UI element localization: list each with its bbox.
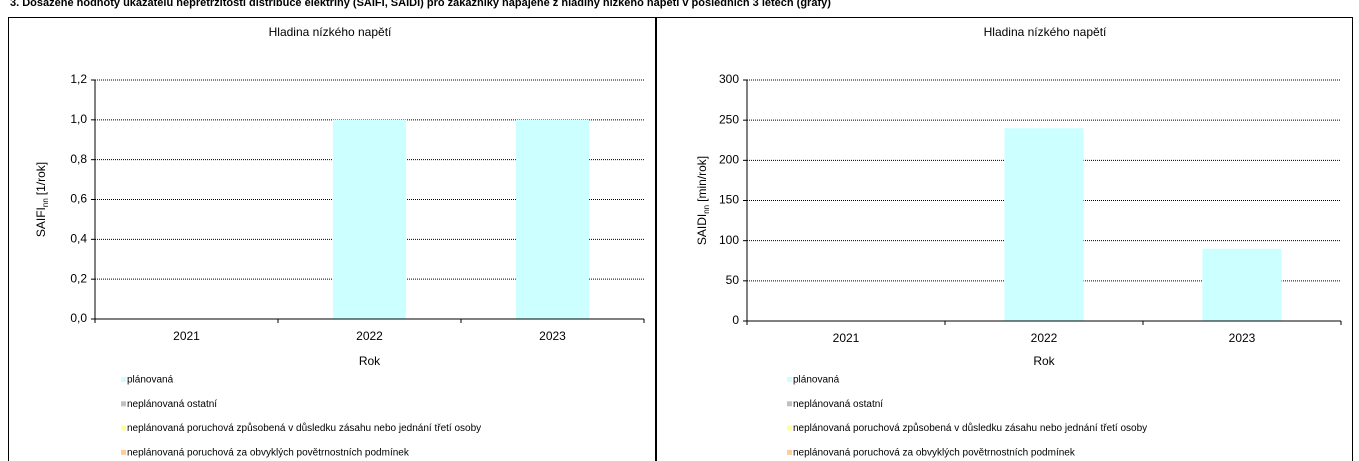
x-axis-label: Rok (359, 354, 381, 368)
y-tick-label: 0,4 (70, 232, 87, 246)
legend-swatch (121, 401, 126, 407)
legend-swatch (787, 401, 792, 407)
y-tick-label: 0,6 (70, 192, 87, 206)
y-label-sub: nn (702, 205, 711, 214)
x-tick-label: 2023 (539, 329, 566, 343)
y-tick-label: 50 (726, 273, 740, 287)
x-axis-label: Rok (1033, 354, 1055, 368)
y-label-unit: [1/rok] (34, 162, 48, 195)
y-tick-label: 0,8 (70, 152, 87, 166)
y-tick-label: 1,2 (70, 72, 87, 86)
chart-title: Hladina nízkého napětí (269, 25, 392, 39)
y-label-main: SAIFI (34, 207, 48, 237)
legend-label: neplánovaná poruchová za obvyklých povět… (793, 448, 1076, 459)
legend-swatch (787, 449, 792, 455)
y-label-sub: nn (41, 198, 50, 207)
x-tick-label: 2021 (833, 331, 860, 345)
x-tick-label: 2022 (1031, 331, 1058, 345)
y-tick-label: 0,0 (70, 311, 87, 325)
y-axis-label: SAIDInn [min/rok] (695, 156, 711, 245)
y-tick-label: 1,0 (70, 112, 87, 126)
y-tick-label: 300 (719, 72, 739, 86)
legend-label: neplánovaná poruchová způsobená v důsled… (127, 422, 481, 434)
bar (515, 119, 590, 319)
legend-swatch (121, 377, 126, 382)
y-tick-label: 0,2 (70, 271, 87, 285)
y-label-main: SAIDI (695, 214, 709, 245)
legend-label: neplánovaná ostatní (127, 399, 217, 410)
x-tick-label: 2022 (356, 329, 383, 343)
y-label-unit: [min/rok] (695, 156, 709, 202)
bar (1202, 248, 1282, 321)
legend-label: neplánovaná poruchová za obvyklých povět… (127, 448, 410, 459)
panel (656, 17, 1353, 461)
legend-swatch (787, 425, 792, 431)
legend-swatch (121, 425, 126, 431)
legend-label: neplánovaná poruchová způsobená v důsled… (793, 422, 1147, 434)
legend-label: plánovaná (127, 375, 174, 386)
heading: 3. Dosažené hodnoty ukazatelů nepřetržit… (10, 0, 831, 9)
bar (1004, 128, 1084, 321)
y-tick-label: 250 (719, 112, 739, 126)
y-tick-label: 200 (719, 153, 739, 167)
y-tick-label: 0 (732, 313, 739, 327)
y-tick-label: 100 (719, 233, 739, 247)
x-tick-label: 2023 (1229, 331, 1256, 345)
panel (8, 17, 656, 461)
legend-label: plánovaná (793, 375, 840, 386)
legend-swatch (121, 449, 126, 455)
y-tick-label: 150 (719, 193, 739, 207)
legend-label: neplánovaná ostatní (793, 399, 883, 410)
bar (332, 119, 407, 319)
x-tick-label: 2021 (173, 329, 200, 343)
chart-title: Hladina nízkého napětí (984, 25, 1107, 39)
y-axis-label: SAIFInn [1/rok] (34, 162, 50, 237)
legend-swatch (787, 377, 792, 382)
